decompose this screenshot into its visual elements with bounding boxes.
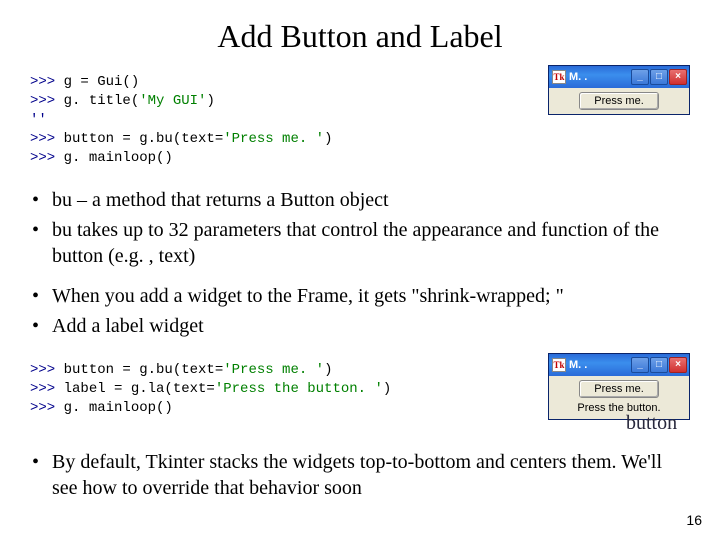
content-area: >>> g = Gui() >>> g. title('My GUI') '' …	[0, 65, 720, 501]
bullet-item: bu takes up to 32 parameters that contro…	[30, 217, 690, 269]
code-string: 'My GUI'	[139, 93, 206, 109]
prompt: >>>	[30, 381, 64, 397]
bullet-item: bu – a method that returns a Button obje…	[30, 187, 690, 213]
code-block-1: >>> g = Gui() >>> g. title('My GUI') '' …	[30, 73, 528, 167]
code-text: )	[324, 362, 332, 378]
code-text: label = g.la(text=	[64, 381, 215, 397]
minimize-button[interactable]: _	[631, 69, 649, 85]
occluded-text: button	[626, 412, 720, 435]
bullet-list-2: When you add a widget to the Frame, it g…	[30, 283, 690, 339]
code-string: 'Press the button. '	[215, 381, 383, 397]
close-button[interactable]: ×	[669, 69, 687, 85]
minimize-button[interactable]: _	[631, 357, 649, 373]
prompt: >>>	[30, 74, 64, 90]
code-text: )	[324, 131, 332, 147]
code-text: )	[206, 93, 214, 109]
tk-app-icon: Tk	[552, 70, 566, 84]
prompt: ''	[30, 112, 47, 128]
bullet-list-1: bu – a method that returns a Button obje…	[30, 187, 690, 269]
maximize-button[interactable]: □	[650, 69, 668, 85]
tk-window-1: Tk M. . _ □ × Press me.	[548, 65, 690, 115]
row-code1-window1: >>> g = Gui() >>> g. title('My GUI') '' …	[30, 65, 690, 181]
code-text: g. title(	[64, 93, 140, 109]
tk-client-area: Press me.	[549, 88, 689, 114]
close-button[interactable]: ×	[669, 357, 687, 373]
prompt: >>>	[30, 400, 64, 416]
code-text: button = g.bu(text=	[64, 131, 224, 147]
bullet-list-3: By default, Tkinter stacks the widgets t…	[30, 449, 690, 501]
prompt: >>>	[30, 131, 64, 147]
row-code2-window2: >>> button = g.bu(text='Press me. ') >>>…	[30, 353, 690, 445]
tk-titlebar: Tk M. . _ □ ×	[549, 354, 689, 376]
tk-window-title: M. .	[569, 359, 628, 371]
code-string: 'Press me. '	[223, 131, 324, 147]
tk-window-2: Tk M. . _ □ × Press me. Press the button…	[548, 353, 690, 420]
slide-title: Add Button and Label	[0, 0, 720, 65]
prompt: >>>	[30, 93, 64, 109]
code-block-2: >>> button = g.bu(text='Press me. ') >>>…	[30, 361, 528, 418]
code-text: g. mainloop()	[64, 150, 173, 166]
tk-titlebar-buttons: _ □ ×	[631, 69, 687, 85]
code-text: button = g.bu(text=	[64, 362, 224, 378]
bullet-item: Add a label widget	[30, 313, 690, 339]
code-text: g = Gui()	[64, 74, 140, 90]
page-number: 16	[686, 512, 702, 528]
code-text: )	[383, 381, 391, 397]
press-me-button[interactable]: Press me.	[579, 92, 659, 110]
tk-titlebar: Tk M. . _ □ ×	[549, 66, 689, 88]
maximize-button[interactable]: □	[650, 357, 668, 373]
press-me-button[interactable]: Press me.	[579, 380, 659, 398]
prompt: >>>	[30, 150, 64, 166]
bullet-item: When you add a widget to the Frame, it g…	[30, 283, 690, 309]
prompt: >>>	[30, 362, 64, 378]
tk-window-group-2: Tk M. . _ □ × Press me. Press the button…	[548, 353, 690, 445]
tk-window-title: M. .	[569, 71, 628, 83]
tk-window-group-1: Tk M. . _ □ × Press me.	[548, 65, 690, 117]
tk-app-icon: Tk	[552, 358, 566, 372]
code-string: 'Press me. '	[223, 362, 324, 378]
code-text: g. mainloop()	[64, 400, 173, 416]
tk-titlebar-buttons: _ □ ×	[631, 357, 687, 373]
bullet-item: By default, Tkinter stacks the widgets t…	[30, 449, 690, 501]
